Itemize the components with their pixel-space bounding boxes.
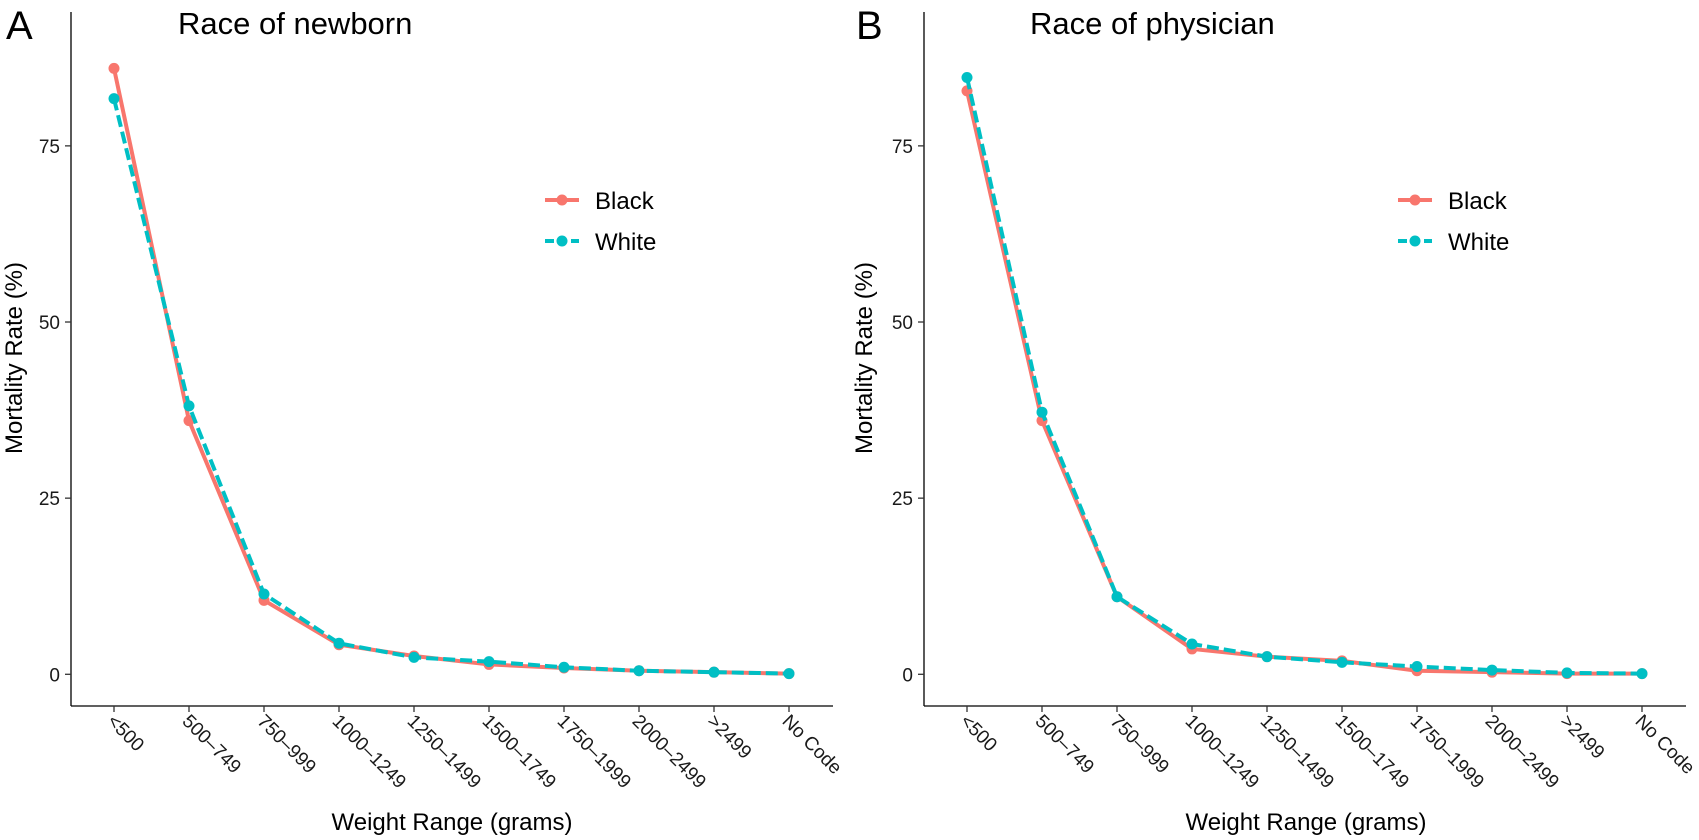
data-point-white xyxy=(1186,638,1198,650)
legend-label: White xyxy=(595,229,656,256)
x-tick-label: 1000–1249 xyxy=(1181,711,1263,793)
data-point-white xyxy=(1486,664,1498,676)
series-line-black xyxy=(112,67,790,676)
x-tick-label: No Code xyxy=(778,711,846,779)
x-tick-label: 1250–1499 xyxy=(403,711,485,793)
panel-letter: B xyxy=(856,4,883,48)
x-tick-label: 1500–1749 xyxy=(478,711,560,793)
data-point-white xyxy=(558,661,570,673)
data-point-white xyxy=(1636,668,1648,680)
data-point-white xyxy=(1411,661,1423,673)
x-tick-label: 2000–2499 xyxy=(1481,711,1563,793)
x-tick-label: 1000–1249 xyxy=(328,711,410,793)
data-point-white xyxy=(258,588,270,600)
x-tick-label: 1500–1749 xyxy=(1331,711,1413,793)
y-axis-label: Mortality Rate (%) xyxy=(851,262,878,454)
y-tick-label: 50 xyxy=(892,313,913,334)
x-tick-label: No Code xyxy=(1631,711,1699,779)
x-tick-label: 500–749 xyxy=(1031,711,1098,778)
x-tick-label: >2499 xyxy=(1556,711,1609,764)
legend-key-point xyxy=(556,235,568,247)
plot-area: 0 25 50 75 <500 500–749 750–999 1000–12491250–1… xyxy=(39,12,846,793)
data-point-white xyxy=(783,668,795,680)
y-tick-label: 25 xyxy=(892,489,913,510)
x-tick-label: <500 xyxy=(103,711,148,756)
data-point-white xyxy=(183,400,195,412)
legend-key-point xyxy=(556,194,568,206)
y-tick-label: 75 xyxy=(892,137,913,158)
x-tick-label: <500 xyxy=(956,711,1001,756)
x-tick-label: 2000–2499 xyxy=(628,711,710,793)
x-tick-label: 750–999 xyxy=(253,711,320,778)
plot-area: 0 25 50 75 <500 500–749 750–999 1000–12491250–1… xyxy=(892,12,1699,793)
y-tick-label: 25 xyxy=(39,489,60,510)
series-line-white xyxy=(112,98,790,676)
panel-letter: A xyxy=(6,4,33,48)
y-axis-label: Mortality Rate (%) xyxy=(1,262,28,454)
data-point-white xyxy=(1261,651,1273,663)
y-tick-label: 0 xyxy=(902,665,913,686)
data-point-white xyxy=(1111,591,1123,603)
legend-label: White xyxy=(1448,229,1509,256)
legend-key-point xyxy=(1409,194,1421,206)
data-point-white xyxy=(108,93,120,105)
legend-label: Black xyxy=(1448,188,1508,215)
x-axis-label: Weight Range (grams) xyxy=(1186,809,1427,836)
data-point-white xyxy=(1336,656,1348,668)
data-point-white xyxy=(408,651,420,663)
x-tick-label: 750–999 xyxy=(1106,711,1173,778)
series-line-black xyxy=(965,90,1642,676)
panel-a: A Race of newborn Mortality Rate (%) Wei… xyxy=(1,4,846,836)
data-point-white xyxy=(483,656,495,668)
legend-label: Black xyxy=(595,188,655,215)
x-tick-label: 1250–1499 xyxy=(1256,711,1338,793)
chart-title: Race of newborn xyxy=(178,6,412,41)
chart-title: Race of physician xyxy=(1030,6,1275,41)
data-point-black xyxy=(108,62,120,74)
x-axis-label: Weight Range (grams) xyxy=(332,809,573,836)
data-point-white xyxy=(961,72,973,84)
y-tick-label: 0 xyxy=(49,665,60,686)
data-point-white xyxy=(1036,406,1048,418)
y-tick-label: 50 xyxy=(39,313,60,334)
legend-key-point xyxy=(1409,235,1421,247)
y-tick-label: 75 xyxy=(39,137,60,158)
data-point-white xyxy=(333,637,345,649)
x-tick-label: 1750–1999 xyxy=(1406,711,1488,793)
x-tick-label: 500–749 xyxy=(178,711,245,778)
x-tick-label: 1750–1999 xyxy=(553,711,635,793)
data-point-white xyxy=(708,666,720,678)
data-point-white xyxy=(1561,667,1573,679)
panel-b: B Race of physician Mortality Rate (%) W… xyxy=(851,4,1699,836)
data-point-white xyxy=(633,665,645,677)
x-tick-label: >2499 xyxy=(703,711,756,764)
series-line-white xyxy=(965,77,1643,676)
